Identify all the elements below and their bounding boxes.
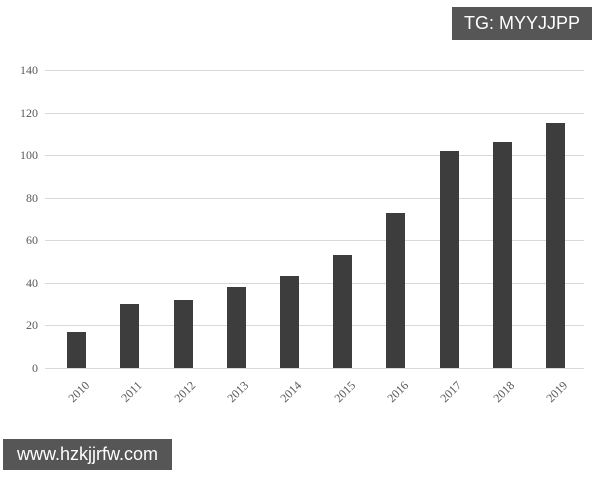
gridline-140 bbox=[45, 70, 584, 71]
bar-2012 bbox=[173, 300, 193, 368]
y-axis-tick-label-60: 60 bbox=[26, 233, 38, 248]
bar-2014 bbox=[279, 276, 299, 368]
y-axis-tick-label-40: 40 bbox=[26, 275, 38, 290]
bar-2017 bbox=[439, 151, 459, 368]
x-axis-tick-label-2012: 2012 bbox=[171, 378, 199, 406]
gridline-60 bbox=[45, 240, 584, 242]
bar-2011 bbox=[120, 304, 140, 368]
gridline-40 bbox=[45, 282, 584, 284]
bar-2019 bbox=[545, 123, 565, 368]
bar-2013 bbox=[226, 287, 246, 368]
gridline-100 bbox=[45, 155, 584, 157]
gridline-0 bbox=[45, 368, 584, 369]
y-axis-tick-label-80: 80 bbox=[26, 190, 38, 205]
gridline-80 bbox=[45, 197, 584, 199]
bar-2016 bbox=[386, 213, 406, 368]
bar-2018 bbox=[492, 142, 512, 368]
gridline-120 bbox=[45, 112, 584, 114]
y-axis-tick-label-20: 20 bbox=[26, 318, 38, 333]
y-axis-tick-label-100: 100 bbox=[20, 148, 38, 163]
bar-2015 bbox=[333, 255, 353, 368]
x-axis-tick-label-2011: 2011 bbox=[118, 378, 146, 405]
x-axis-tick-label-2014: 2014 bbox=[277, 378, 305, 406]
y-axis-tick-label-0: 0 bbox=[32, 361, 38, 375]
bar-2010 bbox=[67, 332, 87, 368]
x-axis-tick-label-2017: 2017 bbox=[437, 378, 465, 406]
x-axis-tick-label-2015: 2015 bbox=[330, 378, 358, 406]
telegram-watermark-badge: TG: MYYJJPP bbox=[451, 7, 592, 40]
x-axis-tick-label-2019: 2019 bbox=[543, 378, 571, 406]
website-watermark-badge: www.hzkjjrfw.com bbox=[3, 439, 173, 470]
y-axis-tick-label-140: 140 bbox=[20, 63, 38, 77]
x-axis-tick-label-2013: 2013 bbox=[224, 378, 252, 406]
gridline-20 bbox=[45, 325, 584, 327]
x-axis-tick-label-2018: 2018 bbox=[490, 378, 518, 406]
x-axis-tick-label-2016: 2016 bbox=[384, 378, 412, 406]
y-axis-tick-label-120: 120 bbox=[20, 105, 38, 120]
x-axis-tick-label-2010: 2010 bbox=[64, 378, 92, 406]
